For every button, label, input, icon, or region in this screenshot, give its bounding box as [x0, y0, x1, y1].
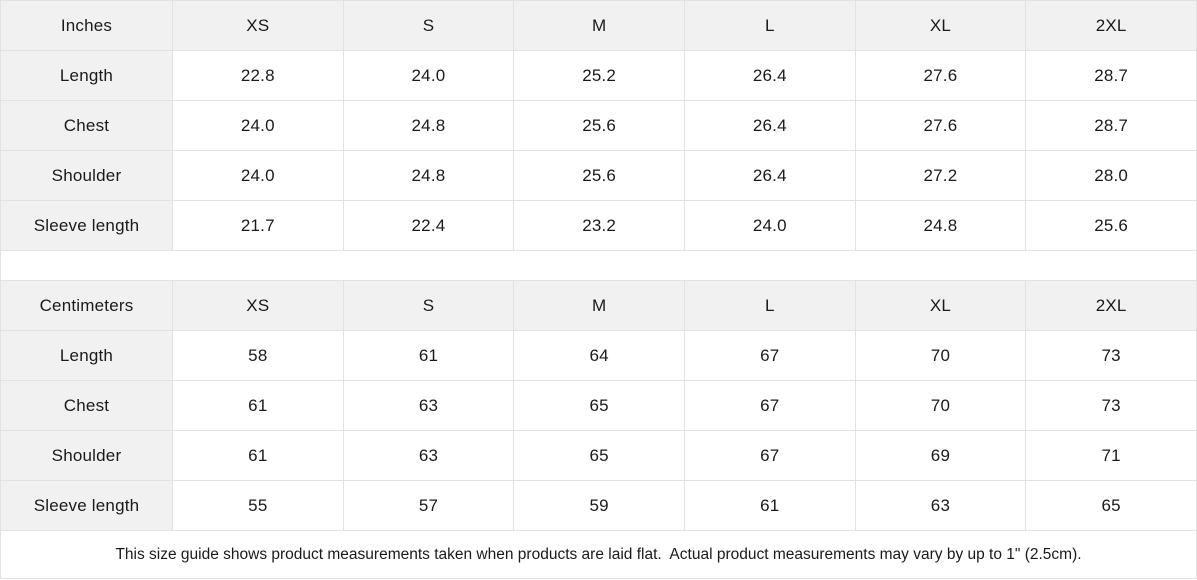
value-cell: 67 — [683, 330, 856, 381]
value-cell: 25.6 — [513, 150, 685, 201]
value-cell: 27.2 — [854, 150, 1027, 201]
value-cell: 63 — [342, 430, 515, 481]
value-cell: 24.8 — [342, 100, 515, 151]
inches-header-row: Inches XS S M L XL 2XL — [0, 0, 1197, 51]
value-cell: 70 — [854, 380, 1027, 431]
value-cell: 67 — [683, 430, 856, 481]
table-row: Shoulder 61 63 65 67 69 71 — [0, 430, 1197, 481]
inches-table: Inches XS S M L XL 2XL Length 22.8 24.0 … — [0, 0, 1197, 251]
value-cell: 27.6 — [854, 50, 1027, 101]
row-label-cell: Sleeve length — [0, 480, 173, 531]
size-header-cell: L — [683, 280, 856, 331]
value-cell: 28.7 — [1025, 100, 1197, 151]
value-cell: 59 — [513, 480, 685, 531]
value-cell: 28.7 — [1025, 50, 1197, 101]
table-row: Chest 61 63 65 67 70 73 — [0, 380, 1197, 431]
value-cell: 25.6 — [1025, 200, 1197, 251]
size-header-cell: S — [342, 0, 515, 51]
value-cell: 67 — [683, 380, 856, 431]
value-cell: 25.2 — [513, 50, 685, 101]
value-cell: 22.4 — [342, 200, 515, 251]
row-label-cell: Shoulder — [0, 150, 173, 201]
row-label-cell: Length — [0, 50, 173, 101]
value-cell: 23.2 — [513, 200, 685, 251]
value-cell: 22.8 — [172, 50, 344, 101]
value-cell: 65 — [513, 380, 685, 431]
size-header-cell: L — [683, 0, 856, 51]
size-header-cell: M — [513, 0, 685, 51]
value-cell: 61 — [683, 480, 856, 531]
value-cell: 61 — [172, 430, 344, 481]
centimeters-table: Centimeters XS S M L XL 2XL Length 58 61… — [0, 280, 1197, 531]
unit-header-cell: Inches — [0, 0, 173, 51]
table-row: Sleeve length 55 57 59 61 63 65 — [0, 480, 1197, 531]
size-guide-note: This size guide shows product measuremen… — [0, 531, 1197, 579]
size-header-cell: S — [342, 280, 515, 331]
value-cell: 55 — [172, 480, 344, 531]
table-spacer — [0, 251, 1197, 280]
table-row: Length 58 61 64 67 70 73 — [0, 330, 1197, 381]
value-cell: 65 — [513, 430, 685, 481]
table-row: Sleeve length 21.7 22.4 23.2 24.0 24.8 2… — [0, 200, 1197, 251]
value-cell: 57 — [342, 480, 515, 531]
value-cell: 21.7 — [172, 200, 344, 251]
value-cell: 24.0 — [172, 150, 344, 201]
size-header-cell: XS — [172, 280, 344, 331]
table-row: Length 22.8 24.0 25.2 26.4 27.6 28.7 — [0, 50, 1197, 101]
size-header-cell: XS — [172, 0, 344, 51]
value-cell: 24.0 — [172, 100, 344, 151]
value-cell: 61 — [342, 330, 515, 381]
size-header-cell: XL — [854, 280, 1027, 331]
table-row: Chest 24.0 24.8 25.6 26.4 27.6 28.7 — [0, 100, 1197, 151]
value-cell: 25.6 — [513, 100, 685, 151]
row-label-cell: Chest — [0, 380, 173, 431]
size-header-cell: XL — [854, 0, 1027, 51]
value-cell: 71 — [1025, 430, 1197, 481]
value-cell: 26.4 — [683, 100, 856, 151]
value-cell: 70 — [854, 330, 1027, 381]
value-cell: 64 — [513, 330, 685, 381]
table-row: Shoulder 24.0 24.8 25.6 26.4 27.2 28.0 — [0, 150, 1197, 201]
value-cell: 69 — [854, 430, 1027, 481]
value-cell: 24.0 — [342, 50, 515, 101]
value-cell: 73 — [1025, 330, 1197, 381]
centimeters-header-row: Centimeters XS S M L XL 2XL — [0, 280, 1197, 331]
value-cell: 63 — [854, 480, 1027, 531]
value-cell: 63 — [342, 380, 515, 431]
value-cell: 28.0 — [1025, 150, 1197, 201]
value-cell: 26.4 — [683, 150, 856, 201]
row-label-cell: Shoulder — [0, 430, 173, 481]
value-cell: 24.0 — [683, 200, 856, 251]
row-label-cell: Chest — [0, 100, 173, 151]
size-header-cell: 2XL — [1025, 0, 1197, 51]
size-header-cell: 2XL — [1025, 280, 1197, 331]
value-cell: 65 — [1025, 480, 1197, 531]
size-header-cell: M — [513, 280, 685, 331]
unit-header-cell: Centimeters — [0, 280, 173, 331]
row-label-cell: Length — [0, 330, 173, 381]
value-cell: 61 — [172, 380, 344, 431]
value-cell: 24.8 — [854, 200, 1027, 251]
value-cell: 73 — [1025, 380, 1197, 431]
row-label-cell: Sleeve length — [0, 200, 173, 251]
value-cell: 27.6 — [854, 100, 1027, 151]
value-cell: 24.8 — [342, 150, 515, 201]
value-cell: 58 — [172, 330, 344, 381]
value-cell: 26.4 — [683, 50, 856, 101]
